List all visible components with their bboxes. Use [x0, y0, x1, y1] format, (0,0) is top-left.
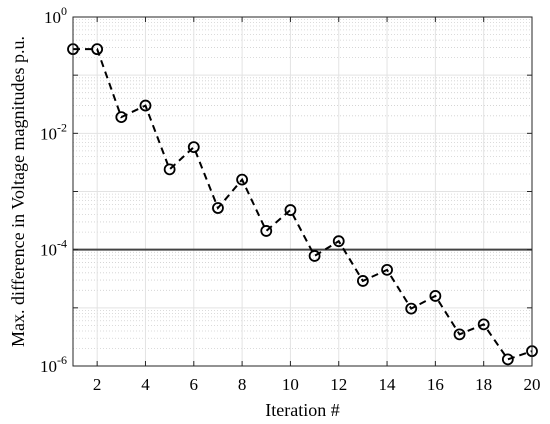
data-point: [405, 302, 418, 315]
data-point: [163, 163, 176, 176]
data-point: [477, 318, 490, 331]
data-point: [236, 173, 249, 186]
x-tick-labels: 2 4 6 8 10 12 14 16 18 20: [93, 375, 541, 394]
x-tick-label: 16: [427, 375, 444, 394]
data-point: [501, 353, 514, 366]
data-point: [356, 275, 369, 287]
x-tick-label: 10: [282, 375, 299, 394]
y-tick-labels: 100 10-2 10-4 10-6: [40, 4, 67, 376]
x-tick-label: 4: [141, 375, 150, 394]
y-axis-label: Max. difference in Voltage magnitudes p.…: [8, 36, 28, 347]
data-point: [308, 250, 321, 262]
x-tick-label: 18: [475, 375, 492, 394]
data-point: [187, 141, 200, 153]
x-axis-label: Iteration #: [265, 400, 339, 420]
x-tick-label: 6: [190, 375, 199, 394]
x-tick-label: 14: [379, 375, 397, 394]
data-point: [453, 328, 466, 341]
y-tick-label: 100: [44, 4, 67, 27]
data-point: [381, 263, 393, 276]
data-point: [139, 99, 152, 112]
data-point: [212, 202, 224, 214]
x-tick-label: 2: [93, 375, 102, 394]
x-tick-label: 20: [524, 375, 541, 394]
data-point: [260, 225, 273, 237]
data-point: [429, 290, 442, 302]
series-line: [73, 48, 533, 361]
data-point: [284, 204, 297, 216]
y-tick-label: 10-6: [40, 353, 67, 376]
y-tick-label: 10-2: [40, 120, 67, 143]
minor-grid: [73, 19, 532, 349]
axis-ticks: [73, 16, 533, 367]
data-point: [115, 111, 128, 124]
data-point: [332, 235, 345, 248]
x-tick-label: 12: [330, 375, 347, 394]
x-tick-label: 8: [238, 375, 247, 394]
data-point: [91, 43, 104, 56]
y-tick-label: 10-4: [40, 237, 67, 260]
